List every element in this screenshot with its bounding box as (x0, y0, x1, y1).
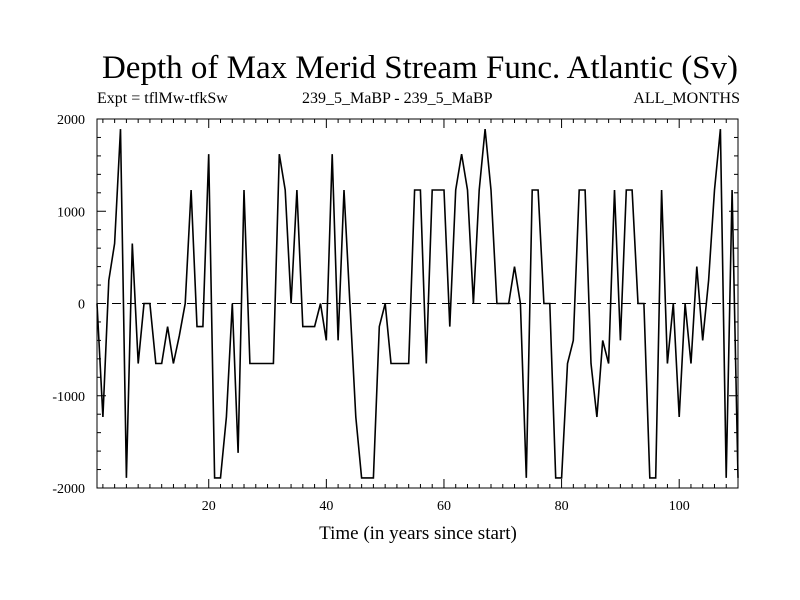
x-axis-label: Time (in years since start) (319, 523, 517, 544)
y-tick-label: 2000 (57, 113, 85, 128)
experiment-label: Expt = tflMw-tfkSw (97, 90, 228, 107)
y-tick-label: -1000 (52, 390, 85, 405)
y-tick-label: -2000 (52, 482, 85, 497)
x-tick-label: 80 (555, 499, 569, 514)
x-tick-label: 100 (669, 499, 690, 514)
months-label: ALL_MONTHS (633, 90, 740, 107)
x-tick-label: 40 (319, 499, 333, 514)
x-tick-label: 60 (437, 499, 451, 514)
y-tick-label: 0 (78, 298, 85, 313)
y-tick-label: 1000 (57, 205, 85, 220)
x-tick-label: 20 (202, 499, 216, 514)
series-line (96, 129, 739, 479)
chart-title: Depth of Max Merid Stream Func. Atlantic… (101, 50, 739, 86)
comparison-label: 239_5_MaBP - 239_5_MaBP (302, 90, 493, 107)
